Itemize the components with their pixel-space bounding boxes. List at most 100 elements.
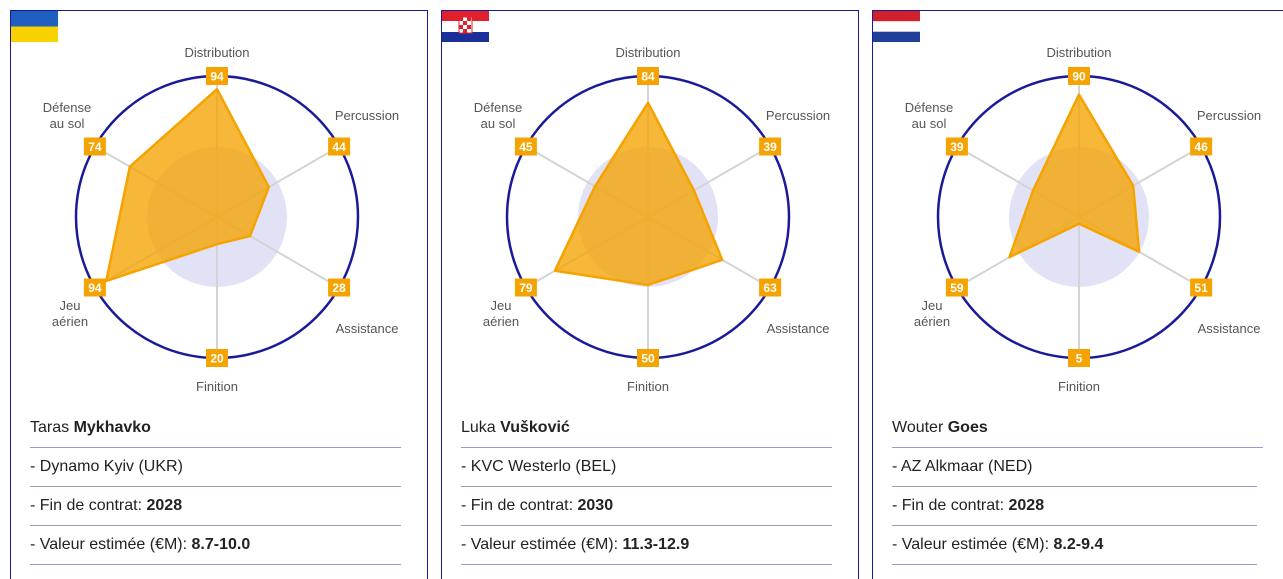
- value-label: 5: [1076, 352, 1083, 366]
- contract-label: - Fin de contrat:: [892, 497, 1005, 514]
- value-label: 74: [88, 140, 102, 154]
- value-label: - Valeur estimée (€M):: [30, 536, 188, 553]
- value-box: [328, 137, 351, 156]
- value-label: 59: [950, 281, 964, 295]
- value-box: [514, 137, 537, 156]
- estimated-value: 8.2-9.4: [1053, 536, 1104, 553]
- axis-label: au sol: [912, 116, 947, 131]
- axis-label: Percussion: [335, 108, 399, 123]
- value-label: 28: [332, 281, 346, 295]
- flag: [873, 11, 920, 42]
- value-label: 50: [641, 352, 655, 366]
- info-row: - Dynamo Kyiv (UKR): [30, 447, 401, 487]
- value-label: 39: [950, 140, 964, 154]
- info-row: - AZ Alkmaar (NED): [892, 447, 1257, 487]
- value-badge: 28: [328, 278, 351, 297]
- player-card: 94 Distribution 44 Percussion 28 Assistance 20…: [10, 10, 428, 579]
- axis-label: aérien: [52, 314, 88, 329]
- value-label: - Valeur estimée (€M):: [892, 536, 1050, 553]
- estimated-value: 8.7-10.0: [191, 536, 251, 553]
- value-box: [1068, 349, 1090, 367]
- value-badge: 74: [83, 137, 106, 156]
- value-label: 46: [1194, 140, 1208, 154]
- value-badge: 63: [759, 278, 782, 297]
- info-row: Wouter Goes: [892, 408, 1203, 447]
- axis-label: Jeu: [60, 298, 81, 313]
- axis-label: au sol: [481, 116, 516, 131]
- value-label: 44: [332, 140, 346, 154]
- value-badge: 84: [637, 67, 659, 85]
- axis-label: Défense: [43, 100, 91, 115]
- row-separator: [30, 447, 401, 448]
- row-separator: [461, 447, 832, 448]
- value-box: [637, 67, 659, 85]
- value-badge: 45: [514, 137, 537, 156]
- axis-label: Défense: [474, 100, 522, 115]
- value-box: [945, 137, 968, 156]
- value-badge: 94: [83, 278, 106, 297]
- value-box: [759, 278, 782, 297]
- contract-label: - Fin de contrat:: [30, 497, 143, 514]
- value-label: 94: [88, 281, 102, 295]
- value-badge: 79: [514, 278, 537, 297]
- last-name: Mykhavko: [73, 419, 151, 436]
- value-box: [206, 349, 228, 367]
- value-badge: 59: [945, 278, 968, 297]
- radar-area: [1008, 93, 1141, 259]
- flag: [442, 11, 489, 42]
- axis-label: Distribution: [184, 45, 249, 60]
- axis-label: Percussion: [1197, 108, 1261, 123]
- value-box: [1190, 137, 1213, 156]
- player-card: 84 Distribution 39 Percussion 63 Assistance 50…: [441, 10, 859, 579]
- axis-label: Assistance: [1198, 321, 1261, 336]
- value-badge: 50: [637, 349, 659, 367]
- info-row: - Valeur estimée (€M): 8.2-9.4: [892, 525, 1257, 565]
- info-row: - KVC Westerlo (BEL): [461, 447, 832, 487]
- value-box: [83, 137, 106, 156]
- value-label: - Valeur estimée (€M):: [461, 536, 619, 553]
- value-box: [83, 278, 106, 297]
- value-box: [759, 137, 782, 156]
- value-badge: 94: [206, 67, 228, 85]
- contract-label: - Fin de contrat:: [461, 497, 574, 514]
- value-badge: 90: [1068, 67, 1090, 85]
- first-name: Luka: [461, 419, 496, 436]
- radar-chart: 84 Distribution 39 Percussion 63 Assistance 50…: [474, 45, 830, 394]
- radar-chart: 94 Distribution 44 Percussion 28 Assistance 20…: [43, 45, 399, 394]
- contract-year: 2028: [1008, 497, 1045, 514]
- axis-label: Percussion: [766, 108, 830, 123]
- first-name: Wouter: [892, 419, 944, 436]
- info-row: - Fin de contrat: 2030: [461, 486, 832, 526]
- axis-label: Assistance: [767, 321, 830, 336]
- estimated-value: 11.3-12.9: [622, 536, 690, 553]
- value-label: 20: [210, 352, 224, 366]
- value-label: 79: [519, 281, 533, 295]
- axis-label: Jeu: [922, 298, 943, 313]
- axis-label: Défense: [905, 100, 953, 115]
- axis-label: Finition: [196, 379, 238, 394]
- info-row: - Fin de contrat: 2028: [892, 486, 1257, 526]
- value-box: [328, 278, 351, 297]
- info-row: - Valeur estimée (€M): 11.3-12.9: [461, 525, 832, 565]
- radar-area: [553, 101, 724, 287]
- value-box: [514, 278, 537, 297]
- value-badge: 51: [1190, 278, 1213, 297]
- axis-label: Finition: [627, 379, 669, 394]
- flag: [11, 11, 58, 42]
- value-box: [1190, 278, 1213, 297]
- axis-label: aérien: [914, 314, 950, 329]
- club: - AZ Alkmaar (NED): [892, 458, 1033, 475]
- radar-area: [105, 87, 271, 283]
- value-label: 90: [1072, 70, 1086, 84]
- value-badge: 39: [945, 137, 968, 156]
- value-badge: 44: [328, 137, 351, 156]
- value-label: 94: [210, 70, 224, 84]
- value-badge: 5: [1068, 349, 1090, 367]
- info-row: Luka Vušković: [461, 408, 778, 447]
- radar-chart: 90 Distribution 46 Percussion 51 Assistance 5 F…: [905, 45, 1261, 394]
- axis-label: Finition: [1058, 379, 1100, 394]
- club: - KVC Westerlo (BEL): [461, 458, 617, 475]
- last-name: Vušković: [500, 419, 570, 436]
- value-box: [1068, 67, 1090, 85]
